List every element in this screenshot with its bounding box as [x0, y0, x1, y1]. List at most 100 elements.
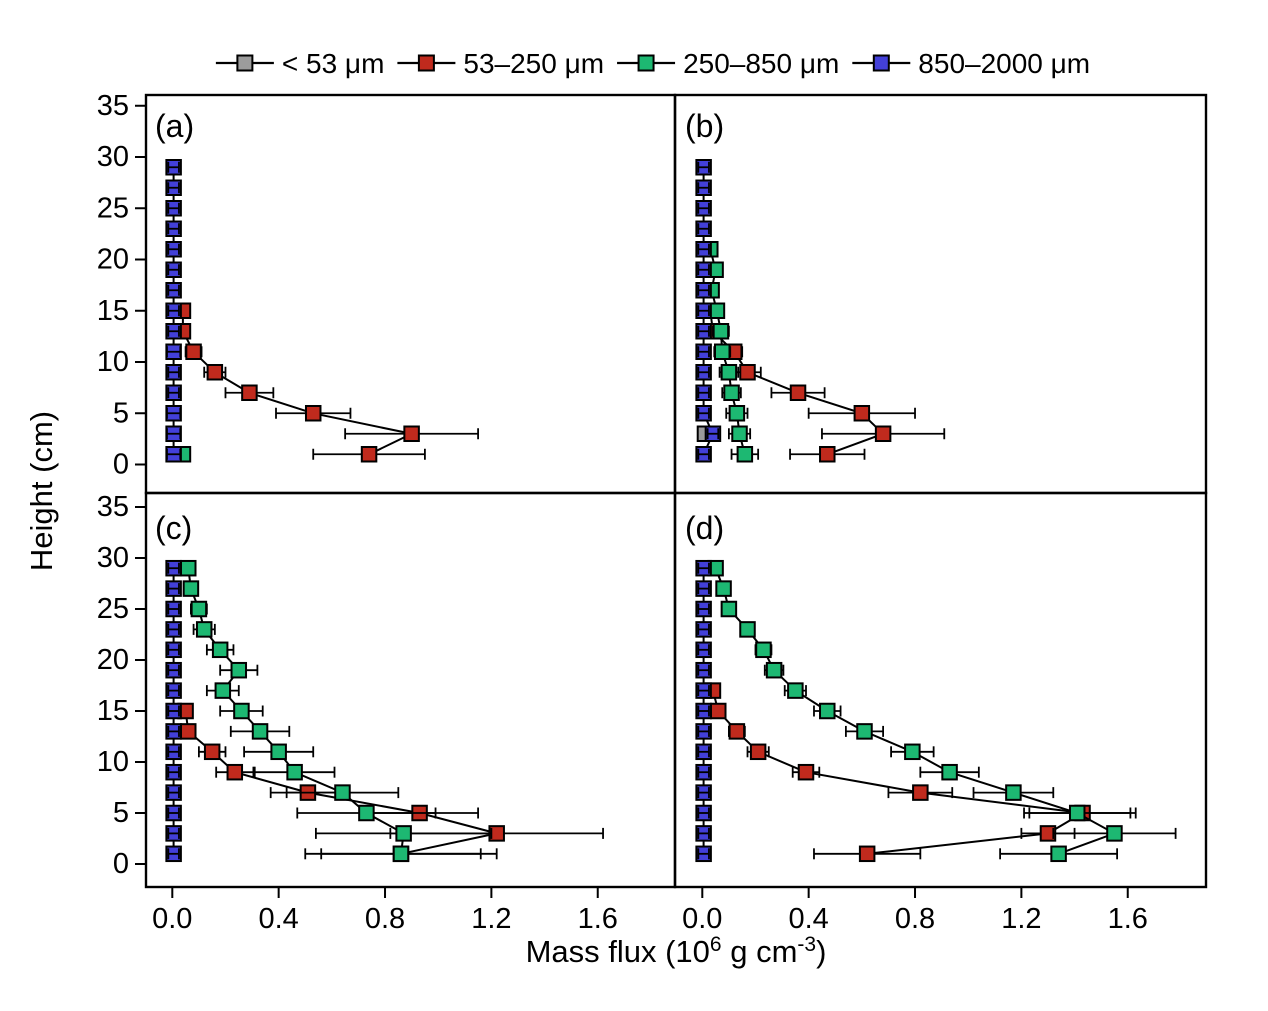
- series-s850_2000: [165, 159, 182, 463]
- marker-square: [230, 661, 248, 679]
- marker-square: [720, 364, 738, 381]
- x-tick-label: 1.2: [471, 903, 511, 935]
- error-bar: [167, 705, 180, 717]
- y-tick-label: 35: [97, 491, 129, 523]
- series-s250_850: [707, 559, 1177, 863]
- series-line: [711, 690, 1086, 855]
- error-bar: [697, 766, 710, 778]
- marker-square: [728, 723, 746, 740]
- error-bar: [697, 664, 710, 676]
- marker-square: [713, 343, 731, 360]
- error-bar: [167, 664, 180, 676]
- error-bar: [697, 407, 710, 419]
- error-bar: [697, 705, 710, 717]
- error-bar: [167, 202, 180, 214]
- error-bar: [167, 766, 180, 778]
- marker-square: [789, 384, 807, 401]
- panel-label-c: (c): [155, 510, 192, 546]
- y-tick-label: 10: [97, 746, 129, 778]
- legend-label: 53–250 μm: [463, 48, 604, 79]
- marker-square: [853, 405, 871, 422]
- series-s850_2000: [695, 159, 722, 463]
- marker-square: [819, 702, 836, 720]
- marker-square: [211, 641, 229, 659]
- error-bar: [167, 807, 180, 819]
- error-bar: [697, 387, 710, 399]
- marker-square: [736, 446, 754, 463]
- marker-square: [1005, 784, 1022, 801]
- error-bar: [167, 725, 180, 737]
- marker-square: [190, 600, 208, 618]
- legend-entry-s850_2000: 850–2000 μm: [852, 48, 1090, 79]
- legend-entry-lt53: < 53 μm: [215, 48, 385, 79]
- error-bar: [697, 807, 710, 819]
- x-tick-label: 1.2: [1001, 903, 1041, 935]
- marker-square: [739, 364, 756, 381]
- error-bar: [167, 644, 180, 656]
- marker-square: [334, 784, 351, 801]
- legend-marker-square: [872, 54, 890, 72]
- marker-square: [720, 600, 738, 618]
- y-axis: 0 5 10 15 20 25 30 35 0 5 10 15 20 25 30 35: [97, 90, 146, 880]
- error-bar: [697, 583, 710, 595]
- marker-square: [856, 723, 873, 740]
- series-line: [184, 710, 497, 855]
- y-tick-label: 0: [113, 449, 129, 481]
- marker-square: [912, 784, 929, 801]
- series-s850_2000: [695, 559, 712, 863]
- x-tick-label: 0.0: [152, 903, 192, 935]
- marker-square: [1068, 804, 1086, 822]
- y-tick-label: 5: [113, 397, 129, 429]
- error-bar: [697, 848, 710, 860]
- error-bar: [697, 623, 710, 635]
- panel-label-b: (b): [685, 108, 724, 144]
- y-tick-label: 30: [97, 141, 129, 173]
- error-bar: [697, 346, 710, 358]
- panel-a: (a): [144, 93, 677, 495]
- error-bar: [167, 305, 180, 317]
- y-tick-label: 25: [97, 593, 129, 625]
- marker-square: [819, 446, 836, 463]
- marker-square: [214, 682, 232, 699]
- marker-square: [360, 446, 378, 463]
- x-axis-label: Mass flux (106 g cm-3): [526, 933, 827, 969]
- marker-square: [180, 723, 197, 740]
- marker-square: [185, 343, 202, 360]
- error-bar: [697, 161, 710, 173]
- marker-square: [941, 763, 958, 781]
- error-bar: [697, 264, 710, 276]
- legend-label: 250–850 μm: [683, 48, 839, 79]
- error-bar: [167, 787, 180, 799]
- marker-square: [1050, 845, 1067, 863]
- marker-square: [904, 743, 921, 761]
- marker-square: [874, 425, 892, 442]
- series-s250_850: [180, 559, 498, 863]
- y-tick-label: 15: [97, 295, 129, 327]
- error-bar: [167, 562, 180, 574]
- legend-label: < 53 μm: [282, 48, 385, 79]
- marker-square: [392, 845, 410, 863]
- y-tick-label: 20: [97, 644, 129, 676]
- marker-square: [858, 845, 876, 863]
- marker-square: [403, 425, 420, 442]
- error-bar: [167, 387, 180, 399]
- marker-square: [1106, 825, 1123, 842]
- error-bar: [697, 366, 710, 378]
- series-s850_2000: [165, 559, 182, 863]
- x-tick-label: 0.0: [682, 903, 722, 935]
- y-axis-label: Height (cm): [24, 411, 59, 571]
- marker-square: [195, 621, 213, 638]
- marker-square: [304, 405, 322, 422]
- marker-square: [731, 425, 748, 442]
- error-bar: [697, 448, 710, 460]
- marker-square: [182, 580, 200, 597]
- marker-square: [755, 641, 772, 659]
- legend-marker-square: [417, 54, 435, 72]
- error-bar: [167, 161, 180, 173]
- error-bar: [697, 644, 710, 656]
- legend-marker-square: [637, 54, 655, 72]
- marker-square: [226, 763, 244, 781]
- y-tick-label: 5: [113, 797, 129, 829]
- x-tick-label: 0.8: [365, 903, 405, 935]
- error-bar: [167, 284, 180, 296]
